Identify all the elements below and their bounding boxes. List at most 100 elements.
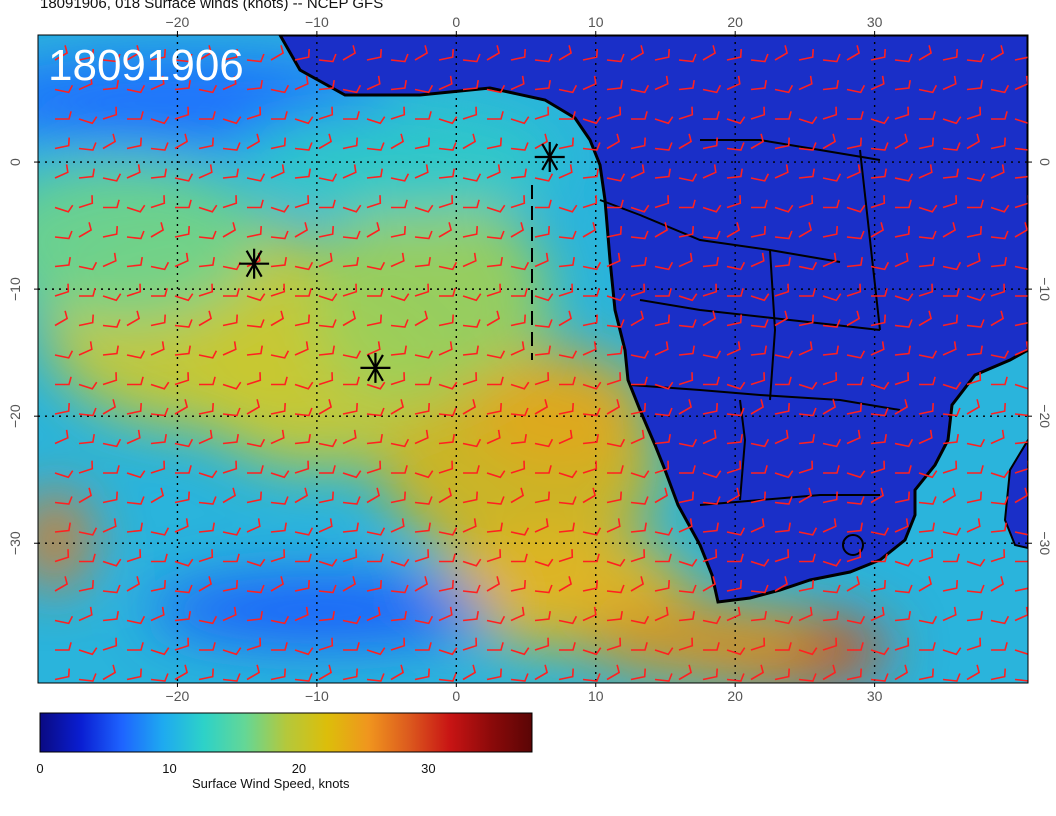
wind-barb xyxy=(318,319,337,328)
wind-barb xyxy=(366,116,386,125)
wind-barb xyxy=(822,610,839,622)
wind-barb xyxy=(150,314,166,327)
wind-barb xyxy=(318,491,334,504)
wind-barb xyxy=(366,487,381,504)
wind-barb xyxy=(798,116,818,125)
wind-barb xyxy=(583,553,600,563)
wind-barb xyxy=(102,664,117,681)
wind-barb xyxy=(366,341,381,356)
wind-barb xyxy=(846,310,861,327)
wind-barb xyxy=(774,496,793,505)
wind-barb xyxy=(438,314,454,327)
wind-barb xyxy=(894,558,914,567)
wind-barb xyxy=(78,142,97,151)
wind-barb xyxy=(294,460,310,474)
wind-barb xyxy=(918,137,934,150)
wind-barb xyxy=(726,75,741,91)
wind-barb xyxy=(870,673,889,682)
wind-barb xyxy=(870,222,885,238)
wind-barb xyxy=(990,522,1007,533)
wind-barb xyxy=(558,45,573,61)
wind-barb xyxy=(510,168,527,179)
wind-barb xyxy=(390,252,405,268)
wind-barb xyxy=(294,580,310,592)
wind-barb xyxy=(918,45,933,61)
wind-barb xyxy=(1014,413,1028,417)
wind-barb xyxy=(822,106,838,120)
wind-barb xyxy=(1015,295,1028,297)
wind-barb xyxy=(534,345,551,356)
wind-barb xyxy=(870,487,885,504)
wind-barb xyxy=(223,553,240,563)
wind-barb xyxy=(438,116,458,125)
wind-barb xyxy=(438,49,454,61)
wind-barb xyxy=(582,261,602,271)
wind-barb xyxy=(246,173,266,182)
wind-barb xyxy=(774,668,790,681)
wind-barb xyxy=(654,460,670,474)
wind-barb xyxy=(534,438,554,448)
wind-barb xyxy=(750,226,766,238)
colorbar-tick-label: 20 xyxy=(292,761,306,776)
wind-barb xyxy=(126,429,141,445)
wind-barb xyxy=(270,549,286,563)
wind-barb xyxy=(558,230,577,240)
wind-barb xyxy=(270,576,285,592)
wind-barb xyxy=(702,350,722,359)
wind-barb xyxy=(54,576,69,592)
wind-barb xyxy=(750,293,770,302)
wind-barb xyxy=(726,580,742,592)
wind-barb xyxy=(918,204,938,213)
wind-barb xyxy=(823,199,840,209)
wind-barb xyxy=(342,615,362,625)
wind-barb xyxy=(630,522,647,533)
wind-barb xyxy=(294,168,311,179)
wind-barb xyxy=(78,341,93,356)
wind-barb xyxy=(774,256,791,268)
wind-barb xyxy=(918,549,934,563)
lat-tick-label-left: −20 xyxy=(7,404,23,428)
wind-barb xyxy=(150,222,165,238)
wind-barb xyxy=(966,584,985,594)
wind-barb xyxy=(582,341,597,356)
wind-barb xyxy=(870,527,890,536)
wind-barb xyxy=(654,606,669,622)
wind-barb xyxy=(918,429,933,445)
wind-barb xyxy=(342,283,358,297)
wind-barb xyxy=(270,204,290,213)
wind-barb xyxy=(966,173,986,182)
wind-barb xyxy=(126,470,146,479)
wind-barb xyxy=(486,496,505,505)
wind-barb xyxy=(679,199,696,209)
wind-barb xyxy=(270,429,285,445)
wind-barb xyxy=(966,399,981,415)
wind-barb xyxy=(630,576,645,592)
wind-barb xyxy=(318,173,338,182)
wind-barb xyxy=(270,470,290,479)
wind-barb xyxy=(78,460,94,474)
wind-barb xyxy=(822,558,842,567)
wind-barb xyxy=(270,310,285,327)
wind-barb xyxy=(270,164,285,179)
colorbar-tick-label: 0 xyxy=(36,761,43,776)
wind-barb xyxy=(102,637,118,651)
wind-barb xyxy=(870,460,886,474)
wind-barb xyxy=(198,137,214,150)
wind-barb xyxy=(822,226,838,238)
wind-barb xyxy=(559,642,576,651)
wind-barb xyxy=(822,319,841,328)
wind-barb xyxy=(150,647,170,656)
wind-barb xyxy=(174,252,189,268)
wind-barb xyxy=(1014,147,1028,151)
wind-barb xyxy=(966,79,983,91)
wind-barb xyxy=(894,372,910,386)
wind-barb xyxy=(318,53,337,63)
wind-barb xyxy=(534,584,553,594)
wind-barb xyxy=(966,372,982,386)
wind-barb xyxy=(318,252,333,268)
wind-barb xyxy=(942,314,958,327)
wind-barb xyxy=(919,111,936,120)
wind-barb xyxy=(222,580,238,592)
wind-barb xyxy=(966,319,985,328)
wind-barb xyxy=(366,261,386,271)
